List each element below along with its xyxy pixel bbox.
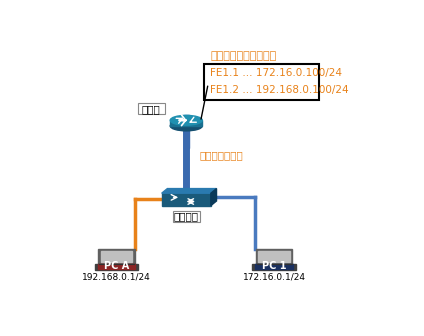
Ellipse shape (170, 121, 202, 131)
Polygon shape (211, 188, 217, 206)
FancyBboxPatch shape (255, 264, 293, 268)
FancyBboxPatch shape (259, 251, 290, 262)
Text: PC A: PC A (104, 261, 129, 271)
Text: ルータ: ルータ (142, 104, 161, 114)
FancyBboxPatch shape (95, 264, 138, 269)
Text: FE1.2 … 192.168.0.100/24: FE1.2 … 192.168.0.100/24 (210, 85, 349, 95)
FancyBboxPatch shape (252, 264, 296, 269)
FancyBboxPatch shape (204, 64, 320, 100)
Text: 192.168.0.1/24: 192.168.0.1/24 (82, 272, 151, 282)
Text: FE1.1 … 172.16.0.100/24: FE1.1 … 172.16.0.100/24 (210, 69, 342, 78)
Text: スイッチ: スイッチ (174, 211, 199, 221)
FancyBboxPatch shape (98, 249, 134, 265)
FancyBboxPatch shape (98, 264, 135, 268)
Text: トランクリンク: トランクリンク (199, 150, 243, 160)
FancyBboxPatch shape (173, 211, 200, 222)
Polygon shape (162, 188, 217, 193)
Ellipse shape (170, 115, 202, 125)
FancyBboxPatch shape (170, 120, 202, 126)
Text: 172.16.0.1/24: 172.16.0.1/24 (243, 272, 306, 282)
Text: サブインターフェイス: サブインターフェイス (210, 51, 276, 61)
FancyBboxPatch shape (138, 103, 165, 114)
FancyBboxPatch shape (100, 251, 132, 262)
Text: PC 1: PC 1 (262, 261, 287, 271)
FancyBboxPatch shape (162, 193, 211, 206)
FancyBboxPatch shape (256, 249, 292, 265)
FancyBboxPatch shape (184, 115, 189, 148)
